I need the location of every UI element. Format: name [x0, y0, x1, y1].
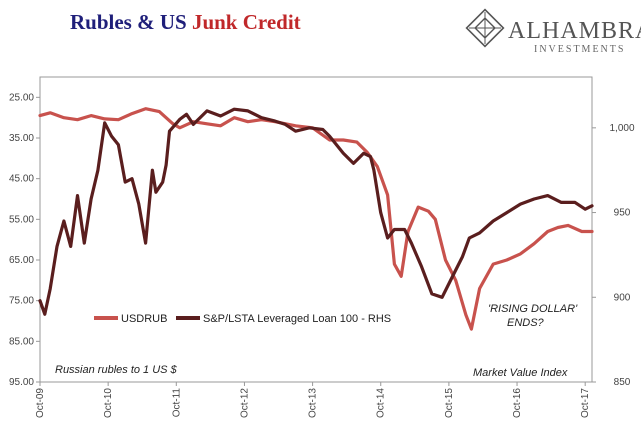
logo-mark-icon — [465, 8, 505, 48]
logo-name: ALHAMBRA — [508, 18, 641, 44]
left-tick-label: 45.00 — [9, 174, 34, 185]
x-tick-label: Oct-15 — [444, 388, 455, 418]
left-axis: 25.00 35.00 45.00 55.00 65.00 75.00 85.00 95.00 — [9, 92, 40, 388]
series-line-usdrub — [38, 107, 594, 331]
x-tick-label: Oct-11 — [171, 388, 182, 418]
series-lines — [38, 107, 594, 331]
chart-title: Rubles & US Junk Credit — [70, 10, 301, 34]
series-line-loan — [38, 107, 594, 316]
x-tick-label: Oct-13 — [308, 388, 319, 418]
x-tick-label: Oct-10 — [103, 388, 114, 418]
left-tick-label: 65.00 — [9, 255, 34, 266]
logo-sub: INVESTMENTS — [534, 44, 625, 55]
x-tick-label: Oct-14 — [376, 388, 387, 418]
annotation-line-2: ENDS? — [507, 317, 545, 329]
x-tick-label: Oct-16 — [512, 388, 523, 418]
right-axis: 850 900 950 1,000 — [592, 123, 635, 388]
right-tick-label: 900 — [614, 292, 631, 303]
annotation-line-1: 'RISING DOLLAR' — [488, 303, 578, 315]
left-tick-label: 35.00 — [9, 133, 34, 144]
x-tick-label: Oct-09 — [35, 388, 46, 418]
left-tick-label: 85.00 — [9, 336, 34, 347]
left-axis-note: Russian rubles to 1 US $ — [55, 364, 178, 376]
right-tick-label: 950 — [614, 208, 631, 219]
legend-label-usdrub: USDRUB — [121, 313, 167, 325]
legend: USDRUB S&P/LSTA Leveraged Loan 100 - RHS — [94, 313, 391, 325]
left-tick-label: 25.00 — [9, 92, 34, 103]
legend-label-loan: S&P/LSTA Leveraged Loan 100 - RHS — [203, 313, 391, 325]
right-axis-note: Market Value Index — [473, 367, 568, 379]
x-tick-label: Oct-12 — [239, 388, 250, 418]
title-part-2: Junk Credit — [192, 10, 301, 34]
left-tick-label: 75.00 — [9, 296, 34, 307]
right-tick-label: 850 — [614, 377, 631, 388]
left-tick-label: 55.00 — [9, 214, 34, 225]
alhambra-logo: ALHAMBRA INVESTMENTS — [465, 8, 641, 55]
right-tick-label: 1,000 — [609, 123, 634, 134]
left-tick-label: 95.00 — [9, 377, 34, 388]
x-tick-label: Oct-17 — [580, 388, 591, 418]
x-axis: Oct-09 Oct-10 Oct-11 Oct-12 Oct-13 Oct-14 Oct-… — [35, 382, 591, 418]
plot-frame — [39, 76, 593, 383]
title-part-1: Rubles & US — [70, 10, 192, 34]
